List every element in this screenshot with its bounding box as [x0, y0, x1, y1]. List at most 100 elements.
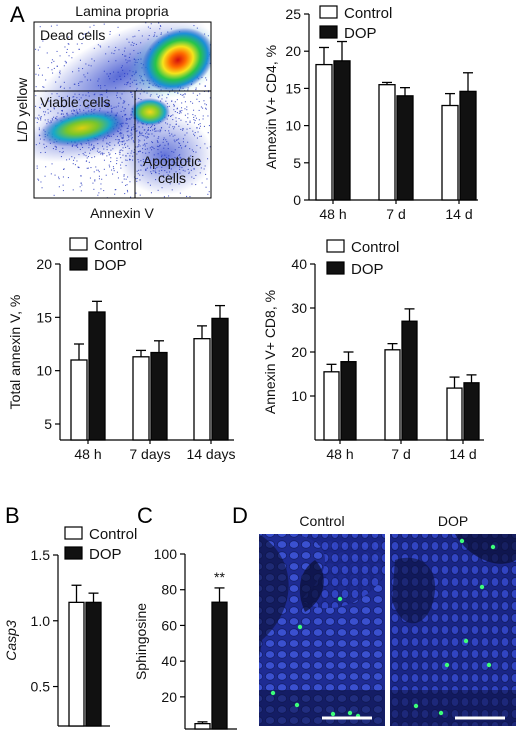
microscopy-dop-label: DOP: [438, 513, 468, 529]
flow-event-dot: [117, 26, 119, 28]
flow-event-dot: [58, 176, 60, 178]
flow-event-dot: [207, 193, 209, 195]
flow-event-dot: [89, 177, 91, 179]
legend-label-control: Control: [351, 239, 399, 256]
legend-swatch-control: [326, 239, 345, 253]
flow-event-dot: [88, 161, 90, 163]
flow-event-dot: [208, 191, 210, 193]
flow-event-dot: [193, 119, 195, 121]
y-tick-label: 10: [36, 363, 52, 379]
flow-event-dot: [62, 176, 64, 178]
flow-event-dot: [168, 195, 170, 197]
flow-event-dot: [37, 49, 39, 51]
flow-event-dot: [204, 103, 206, 105]
flow-event-dot: [67, 43, 69, 45]
flow-event-dot: [103, 190, 105, 192]
flow-event-dot: [36, 167, 38, 169]
flow-event-dot: [207, 132, 209, 134]
flow-event-dot: [192, 92, 194, 94]
flow-event-dot: [94, 180, 96, 182]
green-cell-dot: [459, 538, 465, 544]
flow-event-dot: [116, 157, 118, 159]
flow-event-dot: [103, 168, 105, 170]
flow-event-dot: [68, 43, 70, 45]
flow-event-dot: [195, 89, 197, 91]
y-tick-label: 10: [285, 118, 301, 134]
legend-label-control: Control: [89, 526, 137, 543]
flow-event-dot: [38, 179, 40, 181]
y-axis-label: Sphingosine: [133, 603, 149, 680]
flow-event-dot: [183, 96, 185, 98]
flow-event-dot: [45, 166, 47, 168]
legend-label-control: Control: [94, 237, 142, 254]
flow-event-dot: [93, 171, 95, 173]
flow-event-dot: [51, 59, 53, 61]
flow-event-dot: [110, 161, 112, 163]
flow-event-dot: [93, 188, 95, 190]
flow-event-dot: [203, 125, 205, 127]
flow-event-dot: [125, 178, 127, 180]
flow-event-dot: [186, 195, 188, 197]
flow-event-dot: [198, 124, 200, 126]
panel-letter-b: B: [5, 503, 20, 528]
flow-event-dot: [207, 115, 209, 117]
flow-event-dot: [64, 46, 66, 48]
flow-event-dot: [192, 114, 194, 116]
flow-event-dot: [186, 106, 188, 108]
flow-event-dot: [121, 181, 123, 183]
flow-event-dot: [93, 24, 95, 26]
y-tick-label: 15: [285, 80, 301, 96]
flow-event-dot: [53, 60, 55, 62]
flow-event-dot: [199, 93, 201, 95]
panel-letter-d: D: [232, 503, 248, 528]
y-tick-label: 80: [161, 582, 177, 598]
flow-event-dot: [130, 196, 132, 198]
legend-label-dop: DOP: [89, 546, 122, 563]
flow-event-dot: [45, 79, 47, 81]
chart-sphingosine: 20 40 60 80 100 Sphingosine **: [133, 546, 237, 730]
flow-event-dot: [80, 182, 82, 184]
flow-event-dot: [201, 182, 203, 184]
flow-event-dot: [100, 183, 102, 185]
flow-event-dot: [72, 163, 74, 165]
flow-event-dot: [205, 107, 207, 109]
flow-event-dot: [41, 74, 43, 76]
flow-event-dot: [83, 36, 85, 38]
flow-event-dot: [81, 184, 83, 186]
flow-event-dot: [187, 113, 189, 115]
flow-event-dot: [72, 51, 74, 53]
flow-event-dot: [51, 69, 53, 71]
green-cell-dot: [490, 544, 496, 550]
flow-event-dot: [113, 170, 115, 172]
flow-event-dot: [64, 60, 66, 62]
flow-event-dot: [97, 194, 99, 196]
green-cell-dot: [270, 690, 276, 696]
flow-event-dot: [194, 115, 196, 117]
legend: Control DOP: [64, 526, 137, 563]
x-tick-label: 14 d: [449, 446, 476, 462]
legend-swatch-control: [64, 526, 83, 540]
flow-event-dot: [84, 33, 86, 35]
flow-event-dot: [198, 109, 200, 111]
flow-event-dot: [103, 23, 105, 25]
flow-event-dot: [163, 196, 165, 198]
flow-event-dot: [126, 184, 128, 186]
bar-control: [132, 356, 150, 441]
green-cell-dot: [479, 584, 485, 590]
y-tick-label: 100: [154, 546, 178, 562]
flow-event-dot: [125, 184, 127, 186]
flow-event-dot: [90, 167, 92, 169]
flow-event-dot: [204, 85, 206, 87]
flow-event-dot: [51, 62, 53, 64]
flow-event-dot: [108, 154, 110, 156]
flow-event-dot: [95, 166, 97, 168]
bar-control: [441, 104, 459, 201]
flow-event-dot: [109, 31, 111, 33]
flow-event-dot: [58, 186, 60, 188]
flow-event-dot: [184, 101, 186, 103]
legend: Control DOP: [69, 237, 142, 274]
flow-event-dot: [41, 187, 43, 189]
flow-event-dot: [98, 171, 100, 173]
flow-event-dot: [86, 167, 88, 169]
